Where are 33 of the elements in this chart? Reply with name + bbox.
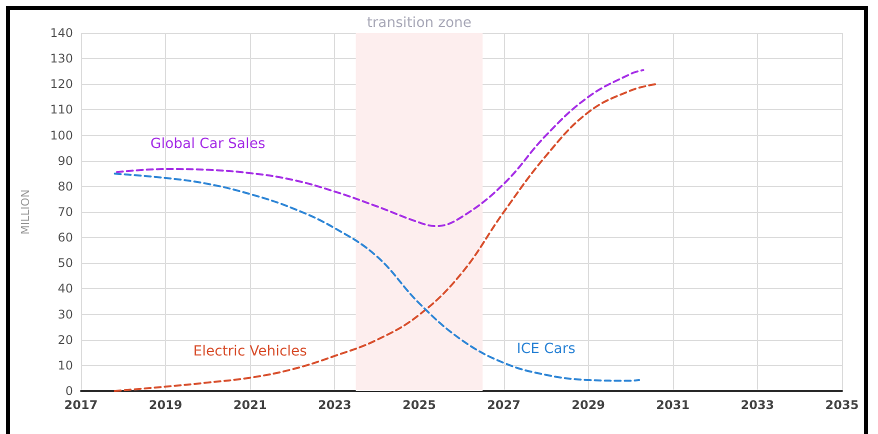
x-tick-label: 2017 [64, 398, 98, 412]
series-label: Electric Vehicles [193, 344, 307, 360]
x-tick-label: 2035 [825, 398, 859, 412]
y-tick-label: 10 [58, 358, 73, 372]
x-tick-label: 2033 [740, 398, 774, 412]
y-tick-label: 90 [58, 154, 73, 168]
x-tick-label: 2029 [572, 398, 606, 412]
y-tick-label: 60 [58, 230, 73, 245]
line-series [114, 83, 657, 392]
y-tick-label: 80 [58, 179, 73, 194]
y-tick-label: 40 [58, 282, 73, 296]
series-label: ICE Cars [516, 340, 576, 357]
x-tick-label: 2025 [402, 398, 436, 412]
y-tick-label: 30 [58, 307, 73, 322]
x-tick-label: 2031 [656, 398, 690, 412]
band-label: transition zone [366, 15, 472, 31]
y-axis-title: MILLION [19, 189, 32, 235]
line-series [116, 69, 644, 228]
line-series [114, 172, 640, 382]
series-label: Global Car Sales [150, 136, 266, 152]
x-tick-label: 2021 [233, 398, 267, 412]
y-tick-label: 0 [65, 384, 73, 398]
x-tick-label: 2019 [148, 398, 182, 412]
y-tick-label: 50 [58, 256, 73, 270]
x-tick-label: 2027 [487, 398, 520, 412]
y-tick-label: 110 [50, 102, 73, 117]
y-tick-label: 100 [50, 128, 73, 142]
y-tick-label: 140 [50, 26, 73, 40]
y-tick-label: 20 [58, 332, 73, 347]
y-tick-label: 70 [58, 205, 73, 219]
x-tick-label: 2023 [318, 398, 352, 412]
y-tick-label: 120 [50, 77, 73, 92]
y-tick-label: 130 [50, 52, 73, 66]
